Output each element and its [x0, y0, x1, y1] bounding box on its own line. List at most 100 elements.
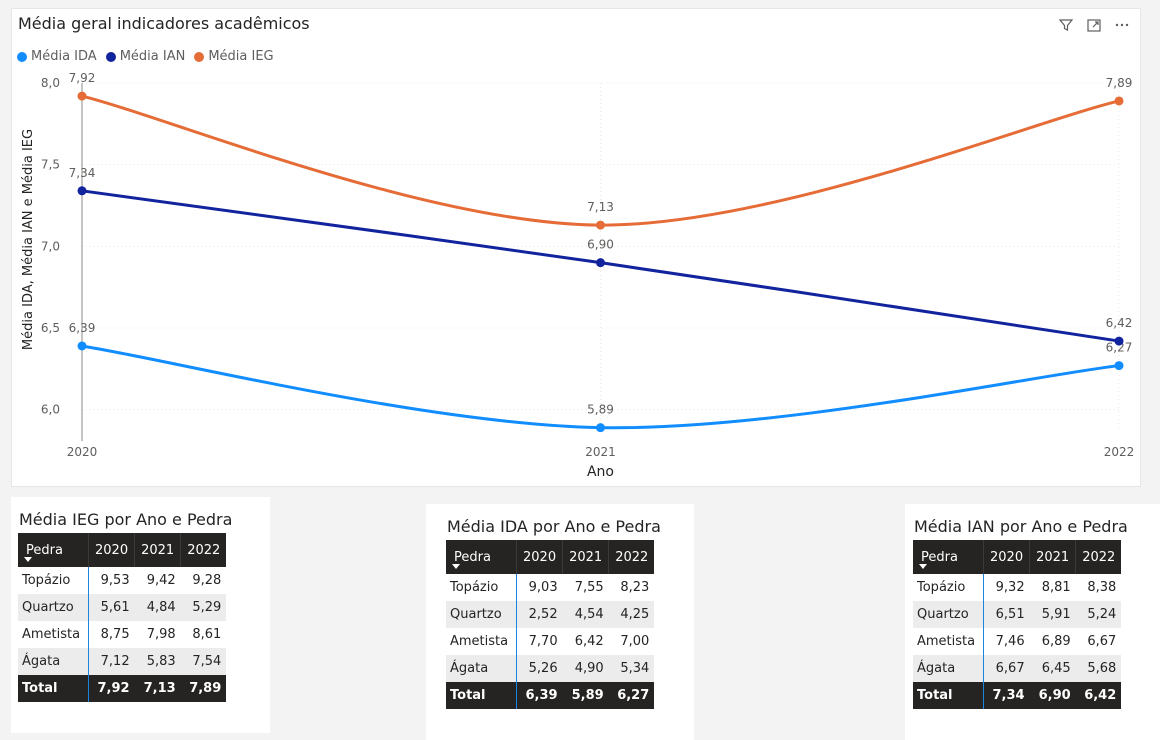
column-header-year[interactable]: 2020 [982, 540, 1030, 574]
total-cell: 6,39 [516, 682, 563, 709]
data-label: 6,27 [1106, 341, 1133, 355]
table-cell: 6,67 [1087, 634, 1117, 649]
column-header-label: Pedra [454, 549, 491, 565]
y-axis-title: Média IDA, Média IAN e Média IEG [21, 129, 36, 350]
table-cell: 7,00 [620, 634, 650, 649]
table-row: Quartzo 6,51 5,91 5,24 [913, 601, 1122, 628]
data-label: 7,34 [69, 166, 96, 180]
row-header: Ametista [913, 628, 984, 655]
table-cell: 4,25 [608, 601, 655, 628]
table-cell: 7,46 [995, 634, 1025, 649]
table-cell: 6,67 [983, 655, 1030, 682]
table-cell: 9,32 [995, 580, 1025, 595]
row-header: Topázio [18, 567, 89, 594]
ian-matrix-card[interactable]: Média IAN por Ano e Pedra Pedra 2020 2021 2… [905, 504, 1160, 740]
column-header-year[interactable]: 2022 [1075, 540, 1122, 574]
ida-matrix-card[interactable]: Média IDA por Ano e Pedra Pedra 2020 2021 2… [426, 504, 694, 740]
data-point [77, 91, 87, 101]
data-point [596, 423, 605, 433]
table-cell: 8,23 [620, 580, 650, 595]
column-header-year[interactable]: 2020 [515, 540, 563, 574]
focus-mode-icon[interactable] [1086, 17, 1102, 33]
table-row: Topázio 9,53 9,42 9,28 [18, 567, 226, 594]
sort-descending-icon[interactable] [919, 564, 927, 569]
table-row: Quartzo 2,52 4,54 4,25 [446, 601, 655, 628]
more-options-icon[interactable] [1114, 17, 1130, 33]
sort-descending-icon[interactable] [24, 557, 32, 562]
table-cell: 9,28 [192, 573, 222, 588]
data-label: 5,89 [587, 403, 614, 417]
column-header-pedra[interactable]: Pedra [913, 540, 984, 574]
total-cell: 7,92 [88, 675, 135, 702]
table-cell: 5,26 [516, 655, 563, 682]
row-header: Ametista [18, 621, 89, 648]
total-cell: 7,13 [134, 675, 181, 702]
line-chart-visual[interactable]: 6,0 6,5 7,0 7,5 8,0 2020 2021 2022 Ano Média IDA,… [11, 8, 1141, 487]
table-cell: 7,54 [180, 648, 227, 675]
table-cell: 8,81 [1041, 580, 1071, 595]
total-cell: 7,89 [180, 675, 227, 702]
sort-descending-icon[interactable] [452, 564, 460, 569]
data-label: 7,89 [1106, 76, 1133, 90]
legend-item-ida[interactable]: Média IDA [17, 49, 97, 64]
table-row: Topázio 9,32 8,81 8,38 [913, 574, 1121, 601]
chart-legend: Média IDA Média IAN Média IEG [17, 49, 283, 64]
table-cell: 4,84 [134, 594, 181, 621]
column-header-year[interactable]: 2021 [1029, 540, 1076, 574]
ieg-matrix-table: Pedra 2020 2021 2022 Topázio 9,53 9,42 9,28 Quar… [18, 533, 227, 702]
column-header-year[interactable]: 2020 [87, 533, 135, 567]
column-header-label: Pedra [26, 542, 63, 558]
table-cell: 9,42 [146, 573, 176, 588]
column-header-year[interactable]: 2021 [134, 533, 181, 567]
table-header-row: Pedra 2020 2021 2022 [446, 540, 655, 574]
row-header: Topázio [446, 574, 517, 601]
legend-dot-ida [17, 51, 27, 62]
table-cell: 7,98 [146, 627, 176, 642]
row-header: Ametista [446, 628, 517, 655]
table-cell: 6,89 [1041, 634, 1071, 649]
column-header-year[interactable]: 2021 [562, 540, 609, 574]
row-header: Quartzo [18, 594, 89, 621]
ieg-matrix-card[interactable]: Média IEG por Ano e Pedra Pedra 2020 2021 2… [11, 497, 270, 733]
column-header-pedra[interactable]: Pedra [18, 533, 89, 567]
table-row: Ágata 6,67 6,45 5,68 [913, 655, 1122, 682]
table-cell: 5,83 [134, 648, 181, 675]
table-cell: 5,34 [608, 655, 655, 682]
total-row: Total 7,92 7,13 7,89 [18, 675, 227, 702]
table-cell: 5,61 [88, 594, 135, 621]
table-cell: 9,53 [100, 573, 130, 588]
column-header-year[interactable]: 2022 [180, 533, 227, 567]
table-row: Ametista 7,46 6,89 6,67 [913, 628, 1121, 655]
table-row: Ágata 5,26 4,90 5,34 [446, 655, 655, 682]
table-cell: 8,61 [192, 627, 222, 642]
table-cell: 7,70 [528, 634, 558, 649]
legend-item-ieg[interactable]: Média IEG [194, 49, 274, 64]
y-tick-label: 7,5 [41, 158, 60, 172]
table-cell: 2,52 [516, 601, 563, 628]
table-cell: 8,75 [100, 627, 130, 642]
column-header-label: Pedra [921, 549, 958, 565]
data-point [596, 220, 605, 230]
legend-dot-ian [105, 51, 116, 62]
data-label: 6,42 [1106, 316, 1133, 330]
table-cell: 8,38 [1087, 580, 1117, 595]
data-point [1114, 336, 1124, 346]
table-cell: 5,29 [180, 594, 227, 621]
table-cell: 5,68 [1075, 655, 1122, 682]
legend-dot-ieg [194, 51, 205, 62]
total-label: Total [446, 682, 517, 709]
line-chart-svg: 6,0 6,5 7,0 7,5 8,0 2020 2021 2022 Ano Média IDA,… [21, 71, 1134, 480]
filter-icon[interactable] [1058, 17, 1074, 33]
legend-label-ian: Média IAN [119, 49, 186, 64]
y-tick-label: 7,0 [41, 239, 60, 253]
column-header-pedra[interactable]: Pedra [446, 540, 517, 574]
table-cell: 5,24 [1075, 601, 1122, 628]
table-header-row: Pedra 2020 2021 2022 [18, 533, 227, 567]
column-header-year[interactable]: 2022 [608, 540, 655, 574]
table-cell: 6,42 [574, 634, 604, 649]
ian-matrix-title: Média IAN por Ano e Pedra [914, 517, 1128, 536]
total-cell: 6,42 [1075, 682, 1122, 709]
legend-item-ian[interactable]: Média IAN [105, 49, 186, 64]
total-cell: 7,34 [983, 682, 1030, 709]
total-cell: 6,27 [608, 682, 655, 709]
